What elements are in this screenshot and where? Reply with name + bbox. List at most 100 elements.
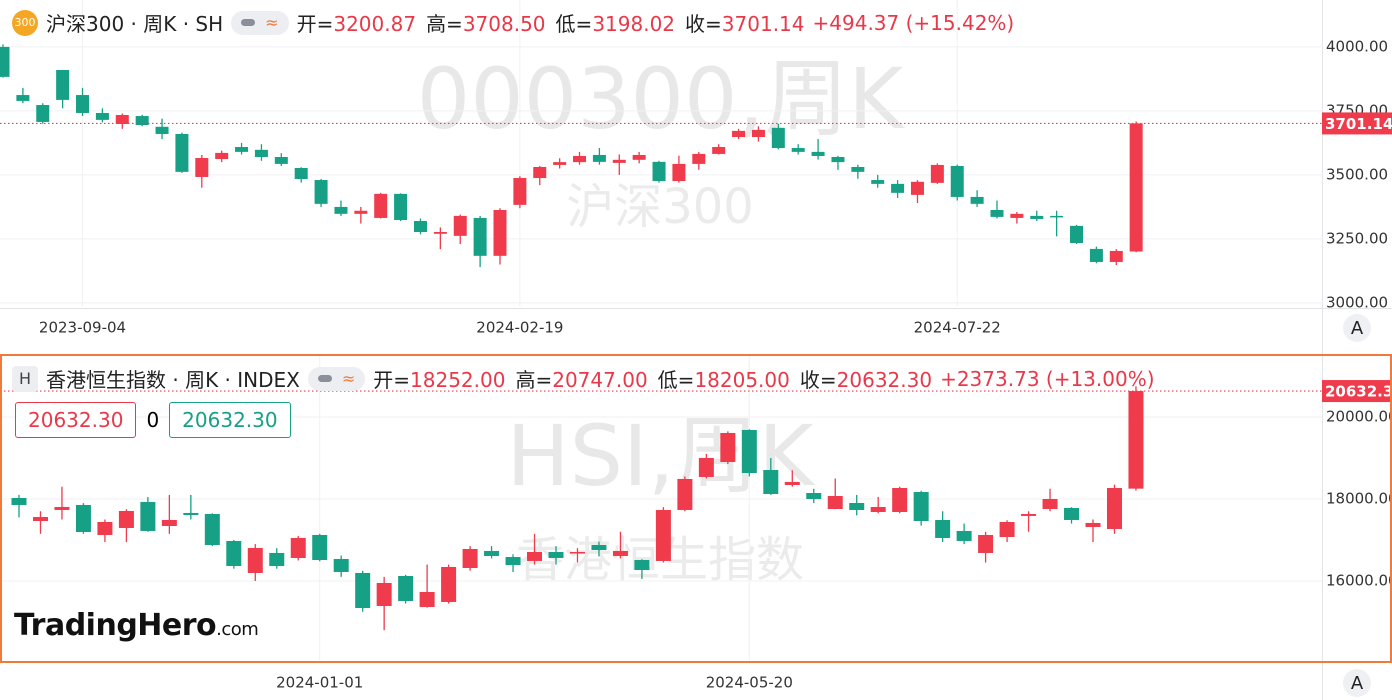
- sell-box[interactable]: 20632.30: [15, 402, 137, 438]
- candle-body: [672, 163, 686, 182]
- candle-body: [334, 206, 348, 214]
- watermark: 沪深300: [566, 179, 754, 235]
- candle-body: [910, 181, 924, 195]
- candle-body: [612, 550, 628, 556]
- candle-body: [195, 158, 209, 177]
- stat-label: 收=: [685, 12, 722, 36]
- candle-body: [76, 95, 90, 113]
- candle-body: [75, 504, 91, 532]
- candle-body: [1128, 391, 1144, 489]
- candle-body: [374, 193, 388, 218]
- candle-body: [355, 572, 371, 609]
- stat-label: 高=: [426, 12, 463, 36]
- candle-body: [505, 556, 521, 565]
- candle-body: [183, 512, 199, 515]
- candle-body: [140, 501, 156, 531]
- candle-body: [677, 478, 693, 510]
- candle-body: [892, 487, 908, 512]
- candle-body: [573, 155, 587, 163]
- stat: 低=18205.00: [658, 364, 790, 393]
- candle-body: [870, 506, 886, 512]
- candle-body: [591, 544, 607, 550]
- candle-body: [1106, 487, 1122, 529]
- candle-body: [791, 148, 805, 152]
- stat-value: 3708.50: [462, 12, 546, 36]
- candle-body: [56, 69, 70, 100]
- stat-value: 3200.87: [333, 12, 417, 36]
- candle-body: [569, 551, 585, 554]
- candle-body: [950, 165, 964, 197]
- y-tick-label: 3500.00: [1326, 165, 1388, 183]
- stat-value: 3198.02: [592, 12, 676, 36]
- candle-body: [294, 168, 308, 180]
- logo: TradingHero.com: [14, 608, 259, 643]
- candle-body: [970, 196, 984, 204]
- stats: 开=3200.87 高=3708.50 低=3198.02 收=3701.14: [297, 8, 805, 37]
- header: 300 沪深300 · 周K · SH ≈ 开=3200.87 高=3708.50…: [12, 8, 1014, 37]
- auto-scale-button[interactable]: A: [1343, 669, 1371, 697]
- candle-body: [118, 510, 134, 528]
- candle-body: [771, 127, 785, 149]
- y-tick-label: 20000.00: [1326, 407, 1392, 425]
- candle-body: [1085, 522, 1101, 527]
- candle-body: [97, 521, 113, 535]
- candle-body: [1010, 213, 1024, 218]
- candle-body: [247, 547, 263, 573]
- stat-label: 低=: [555, 12, 593, 36]
- buy-box[interactable]: 20632.30: [169, 402, 291, 438]
- candle-body: [592, 154, 606, 162]
- stat-label: 开=: [373, 368, 411, 392]
- candle-body: [441, 567, 457, 602]
- change: +494.37 (+15.42%): [812, 10, 1015, 35]
- stat: 低=3198.02: [556, 8, 675, 37]
- candle-body: [698, 457, 714, 477]
- candle-body: [155, 126, 169, 134]
- active-pane-border: [0, 354, 1392, 663]
- toggle[interactable]: ≈: [231, 10, 289, 35]
- axis-separator: [1322, 0, 1323, 700]
- candle-body: [930, 164, 944, 183]
- candle-body: [0, 46, 10, 77]
- candle-body: [254, 149, 268, 157]
- candle-body: [720, 432, 736, 463]
- candle-body: [54, 506, 70, 510]
- candle-body: [290, 537, 306, 558]
- candle-body: [1109, 250, 1123, 262]
- spread: 0: [146, 408, 160, 432]
- stat-value: 20632.30: [836, 368, 933, 392]
- candle-body: [732, 130, 746, 138]
- candle-body: [433, 232, 447, 234]
- candle-body: [652, 161, 666, 182]
- price-tag-bg: [1322, 380, 1392, 403]
- candle-body: [784, 481, 800, 486]
- candle-body: [763, 469, 779, 494]
- candle-body: [655, 509, 671, 561]
- candle-body: [849, 503, 865, 510]
- candle-body: [831, 157, 845, 163]
- candle-body: [473, 217, 487, 256]
- candle-body: [394, 193, 408, 220]
- candle-body: [226, 540, 242, 566]
- candle-body: [741, 429, 757, 473]
- symbol-title[interactable]: 沪深300 · 周K · SH: [46, 12, 224, 36]
- stat: 开=18252.00: [373, 364, 505, 393]
- candle-body: [811, 151, 825, 156]
- candle-body: [235, 147, 249, 152]
- candle-body: [1070, 225, 1084, 244]
- stat-label: 低=: [657, 368, 695, 392]
- candle-body: [314, 180, 328, 204]
- symbol-title[interactable]: 香港恒生指数 · 周K · INDEX: [46, 368, 300, 392]
- auto-scale-button[interactable]: A: [1343, 314, 1371, 342]
- stat-value: 18252.00: [410, 368, 506, 392]
- logo-suffix: .com: [216, 619, 259, 640]
- candle-body: [1050, 215, 1064, 218]
- order-boxes: 20632.30 0 20632.30: [15, 402, 291, 438]
- candle-body: [851, 166, 865, 172]
- stat-label: 高=: [515, 368, 553, 392]
- toggle[interactable]: ≈: [307, 366, 366, 391]
- stat: 收=3701.14: [685, 8, 804, 37]
- candle-body: [135, 116, 149, 125]
- candle-body: [806, 492, 822, 499]
